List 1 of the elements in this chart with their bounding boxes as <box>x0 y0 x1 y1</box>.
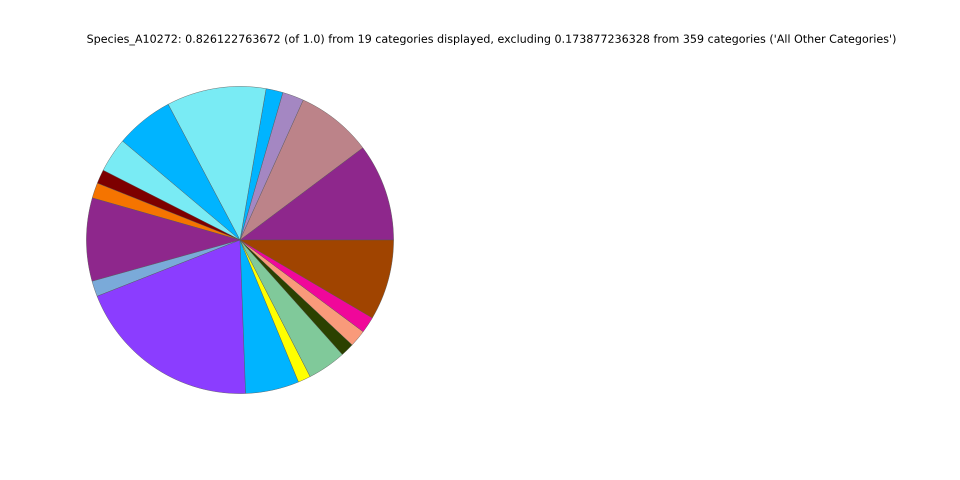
text: Species_A10272: 0.826122763672 (of 1.0) from 19 categories displayed, excluding 0.173877236328 from 359 categories ('All Other Categories') <box>87 34 896 46</box>
